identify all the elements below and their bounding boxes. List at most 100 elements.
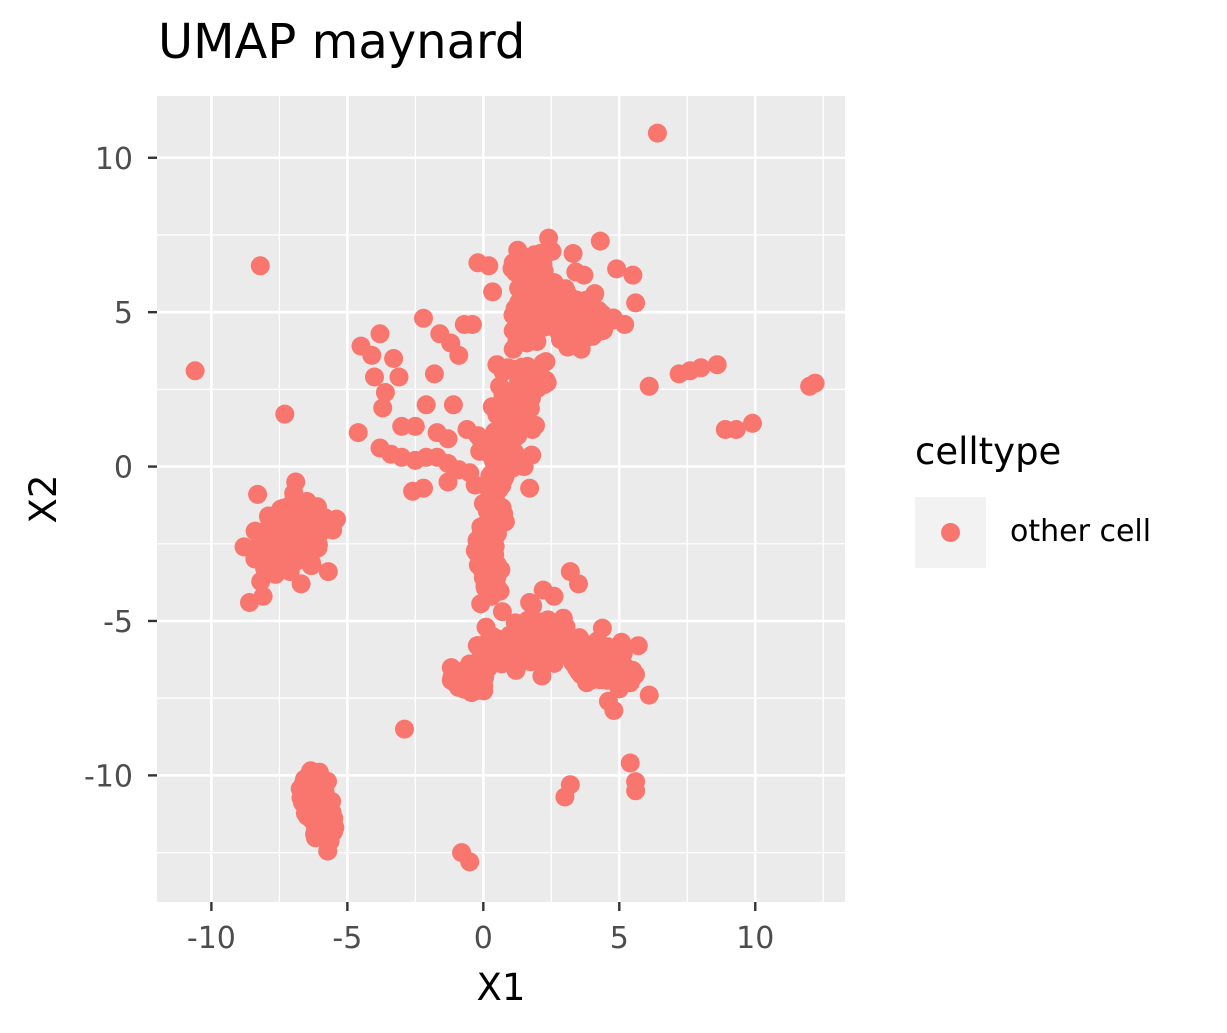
data-point [291,574,311,594]
data-point [476,533,496,552]
data-point [248,484,268,504]
data-point [275,404,295,424]
data-point [384,349,404,368]
x-axis-title: X1 [477,966,526,1009]
y-axis-title: X2 [22,475,65,524]
data-point [267,552,287,572]
data-point [515,391,535,410]
data-point [414,478,433,498]
data-point [609,679,629,699]
data-point [312,822,332,842]
data-point [308,538,328,558]
data-point [503,321,523,341]
data-point [626,781,646,801]
y-tick-label: 5 [114,296,133,331]
data-point [531,641,551,661]
data-point [509,305,529,325]
y-axis: 10 5 0 -5 -10 [84,142,157,794]
data-point [456,675,476,695]
data-point [322,802,342,822]
data-point [520,478,540,498]
data-point [307,497,327,517]
data-point [563,244,583,263]
x-tick-label: 0 [474,921,493,956]
data-point [516,634,536,654]
data-point [473,568,493,588]
data-point [522,420,542,439]
x-tick-label: -10 [187,921,236,956]
data-point [509,407,529,427]
data-point [743,413,762,433]
data-point [467,636,487,656]
data-point [503,429,523,449]
data-point [506,660,526,680]
y-tick-label: 10 [95,142,133,177]
data-point [585,284,605,304]
data-point [571,654,591,674]
data-point [443,395,463,415]
data-point [607,259,627,279]
data-point [280,562,300,582]
data-point [470,441,490,461]
data-point [494,405,514,425]
data-point [234,537,254,557]
data-point [577,673,597,693]
data-point [348,423,368,443]
data-point [639,376,659,396]
data-point [476,617,496,637]
data-point [560,775,580,795]
data-point [482,507,501,527]
data-point [539,228,559,248]
data-point [490,376,510,396]
data-point [626,293,646,313]
data-point [553,608,573,628]
data-point [302,555,322,575]
data-point [571,339,591,359]
data-point [304,794,324,814]
data-point [392,416,412,436]
data-point [492,602,512,622]
data-point [492,453,512,472]
data-point [590,231,610,251]
data-point [462,315,482,334]
y-tick-label: 0 [114,451,133,486]
data-point [250,256,270,276]
data-point [375,383,395,402]
data-point [318,841,338,861]
data-point [405,416,425,436]
y-tick-label: -10 [84,759,133,794]
data-point [395,719,414,739]
data-point [560,562,580,582]
data-point [362,345,382,365]
data-point [365,367,384,387]
data-point [544,586,564,606]
data-point [460,852,480,872]
data-point [266,539,286,559]
data-point [482,586,501,606]
data-point [259,506,278,526]
data-point [623,265,643,285]
data-point [615,315,635,334]
x-tick-label: 10 [736,921,774,956]
data-point [373,398,393,418]
data-point [488,629,507,649]
x-tick-label: 5 [610,921,629,956]
data-point [620,753,640,773]
data-point [483,282,503,302]
data-point [547,290,567,310]
data-point [416,395,436,415]
data-point [370,324,390,344]
legend-key [915,497,986,568]
data-point [389,367,409,387]
legend-label-other-cell: other cell [1010,514,1152,549]
data-point [300,773,320,793]
data-point [492,654,512,674]
data-point [438,472,458,492]
data-point [414,308,433,328]
data-point [520,593,540,612]
data-point [558,319,578,339]
data-point [424,364,444,384]
data-point [291,508,311,528]
data-point [592,618,612,638]
